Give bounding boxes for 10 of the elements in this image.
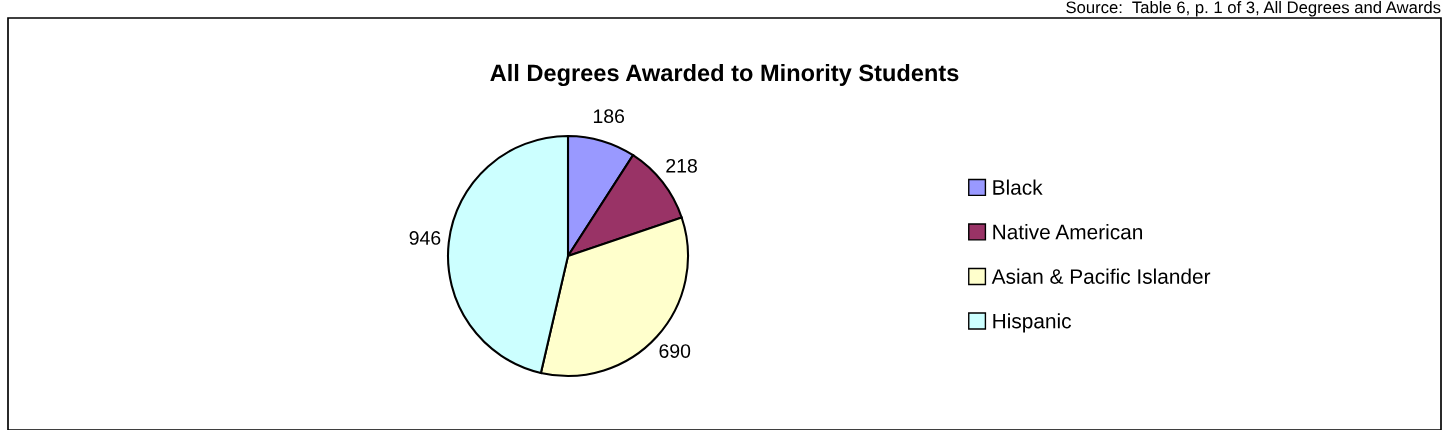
chart-title: All Degrees Awarded to Minority Students [490,63,959,87]
data-label: 218 [666,158,697,173]
legend-label: Native American [993,224,1142,240]
data-label: 186 [593,109,625,124]
data-label: 946 [409,231,441,245]
data-label: 690 [659,344,691,358]
legend-label: Asian & Pacific Islander [991,268,1211,284]
legend-label: Hispanic [993,313,1072,333]
legend-label: Black [993,179,1043,195]
source-note: Source: Table 6, p. 1 of 3, All Degrees and Awards [1066,1,1441,17]
